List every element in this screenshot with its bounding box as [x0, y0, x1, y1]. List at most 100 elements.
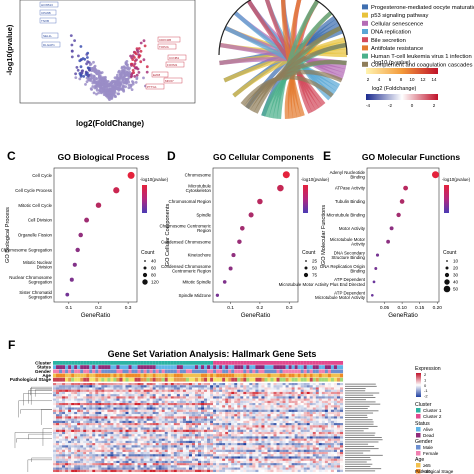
heatmap-cell [146, 403, 150, 406]
heatmap-cell [98, 423, 102, 426]
heatmap-cell [119, 418, 123, 421]
heatmap-cell [152, 429, 156, 432]
heatmap-cell [95, 447, 99, 450]
heatmap-cell [258, 436, 262, 439]
heatmap-cell [327, 400, 331, 404]
heatmap-cell [164, 396, 168, 399]
heatmap-cell [59, 396, 63, 399]
heatmap-cell [339, 423, 344, 426]
heatmap-cell [77, 451, 81, 455]
heatmap-cell [65, 465, 69, 468]
heatmap-track-cell [303, 365, 307, 369]
heatmap-cell [173, 391, 177, 395]
heatmap-cell [261, 456, 265, 459]
volcano-point [86, 56, 89, 59]
heatmap-cell [83, 465, 87, 468]
heatmap-cell [273, 383, 277, 386]
heatmap-cell [65, 429, 69, 432]
heatmap-cell [95, 454, 99, 457]
heatmap-cell [243, 405, 247, 408]
heatmap-cell [210, 383, 214, 386]
heatmap-track-cell [330, 361, 334, 365]
heatmap-cell [59, 434, 63, 437]
heatmap-cell [216, 440, 220, 444]
heatmap-cell [77, 427, 81, 430]
heatmap-cell [134, 436, 138, 439]
heatmap-cell [68, 434, 72, 437]
heatmap-cell [182, 436, 186, 439]
heatmap-cell [86, 391, 90, 395]
heatmap-cell [155, 436, 159, 439]
volcano-point [135, 48, 139, 52]
heatmap-cell [110, 447, 114, 450]
heatmap-cell [225, 394, 229, 397]
heatmap-cell [140, 429, 144, 432]
volcano-point [86, 71, 89, 75]
heatmap-cell [210, 398, 214, 401]
heatmap-cell [297, 405, 301, 408]
heatmap-cell [149, 420, 153, 424]
heatmap-cell [170, 423, 174, 426]
heatmap-cell [246, 391, 250, 395]
heatmap-cell [228, 463, 232, 466]
heatmap-cell [327, 416, 331, 419]
heatmap-cell [128, 447, 132, 450]
heatmap-cell [125, 443, 129, 446]
heatmap-cell [294, 456, 298, 459]
heatmap-cell [176, 436, 180, 439]
heatmap-cell [219, 403, 223, 406]
heatmap-track-cell [80, 377, 84, 382]
volcano-point [135, 58, 138, 62]
heatmap-cell [237, 449, 241, 453]
heatmap-cell [225, 436, 229, 439]
heatmap-cell [170, 429, 174, 432]
heatmap-cell [164, 456, 168, 459]
heatmap-cell [252, 451, 256, 455]
heatmap-track-cell [321, 361, 325, 365]
heatmap-cell [92, 456, 96, 459]
heatmap-cell [279, 403, 283, 406]
heatmap-cell [240, 454, 244, 457]
heatmap-cell [146, 438, 150, 441]
heatmap-cell [213, 416, 217, 419]
heatmap-cell [122, 447, 126, 450]
heatmap-cell [161, 383, 165, 386]
heatmap-cell [249, 431, 253, 435]
heatmap-cell [137, 425, 141, 428]
heatmap-cell [264, 451, 268, 455]
heatmap-track-cell [134, 361, 138, 365]
heatmap-track-cell [137, 377, 141, 382]
heatmap-cell [164, 460, 168, 464]
heatmap-cell [176, 407, 180, 410]
heatmap-track-cell [216, 373, 220, 378]
heatmap-track-cell [110, 361, 114, 365]
heatmap-cell [179, 396, 183, 399]
heatmap-cell [306, 449, 310, 453]
heatmap-cell [83, 423, 87, 426]
heatmap-cell [107, 398, 111, 401]
heatmap-cell [152, 465, 156, 468]
heatmap-cell [246, 387, 250, 390]
go-panel-title: GO Cellular Components [213, 152, 314, 162]
heatmap-cell [77, 383, 81, 386]
go-category-label: Region [197, 228, 211, 233]
heatmap-track-cell [300, 365, 304, 369]
heatmap-cell [261, 418, 265, 421]
heatmap-cell [306, 394, 310, 397]
heatmap-cell [176, 425, 180, 428]
heatmap-cell [125, 405, 129, 408]
heatmap-cell [191, 440, 196, 444]
heatmap-cell [143, 403, 147, 406]
heatmap-cell [198, 463, 202, 466]
heatmap-cell [309, 403, 313, 406]
heatmap-cell [213, 427, 217, 430]
heatmap-track-cell [252, 377, 256, 382]
heatmap-cell [225, 389, 229, 392]
heatmap-cell [228, 385, 232, 388]
heatmap-cell [134, 396, 138, 399]
heatmap-cell [173, 438, 177, 441]
heatmap-cell [122, 443, 126, 446]
heatmap-cell [185, 431, 189, 435]
heatmap-track-cell [173, 365, 177, 369]
heatmap-cell [339, 394, 344, 397]
